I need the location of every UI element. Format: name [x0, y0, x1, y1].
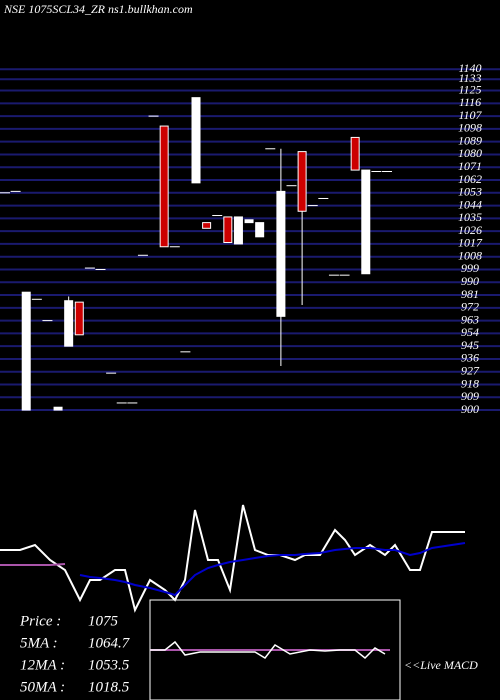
- candle-body: [233, 216, 243, 245]
- y-tick-label: 954: [461, 325, 479, 339]
- candle-body: [223, 216, 233, 244]
- y-tick-label: 1089: [458, 133, 482, 147]
- candle-body: [21, 291, 31, 411]
- candle-body: [361, 169, 371, 275]
- macd-label: <<Live MACD: [404, 658, 478, 672]
- y-tick-label: 972: [461, 300, 479, 314]
- y-tick-label: 1026: [458, 223, 482, 237]
- macd-line: [150, 640, 386, 660]
- y-tick-label: 900: [461, 402, 479, 416]
- candle-body: [202, 222, 212, 229]
- y-tick-label: 1116: [459, 95, 481, 109]
- y-tick-label: 990: [461, 274, 479, 288]
- y-tick-label: 1133: [458, 71, 481, 85]
- y-tick-label: 909: [461, 389, 479, 403]
- stat-value: 1064.7: [88, 635, 131, 651]
- y-tick-label: 981: [461, 287, 479, 301]
- y-tick-label: 1125: [458, 82, 481, 96]
- y-tick-label: 1098: [458, 121, 482, 135]
- y-tick-label: 918: [461, 376, 479, 390]
- y-tick-label: 936: [461, 351, 479, 365]
- candle-body: [53, 406, 63, 411]
- candle-body: [191, 97, 201, 184]
- y-tick-label: 1140: [458, 61, 481, 75]
- candle-body: [350, 136, 360, 171]
- y-tick-label: 1035: [458, 210, 482, 224]
- y-tick-label: 1107: [458, 108, 482, 122]
- y-tick-label: 1062: [458, 172, 482, 186]
- stat-label: 50MA :: [20, 679, 65, 695]
- stat-value: 1053.5: [88, 657, 130, 673]
- y-tick-label: 1008: [458, 248, 482, 262]
- candle-body: [64, 300, 74, 347]
- y-tick-label: 1053: [458, 185, 482, 199]
- y-tick-label: 945: [461, 338, 479, 352]
- stat-label: 12MA :: [20, 657, 65, 673]
- y-tick-label: 999: [461, 261, 479, 275]
- y-tick-label: 1017: [458, 236, 483, 250]
- stat-value: 1075: [88, 613, 119, 629]
- indicator-line: [0, 504, 465, 613]
- y-tick-label: 927: [461, 363, 480, 377]
- chart-title: NSE 1075SCL34_ZR ns1.bullkhan.com: [3, 2, 193, 16]
- y-tick-label: 1071: [458, 159, 482, 173]
- candle-body: [255, 222, 265, 238]
- stat-label: Price :: [19, 613, 61, 629]
- y-tick-label: 1044: [458, 197, 482, 211]
- y-tick-label: 1080: [458, 146, 482, 160]
- y-tick-label: 963: [461, 312, 479, 326]
- stat-label: 5MA :: [20, 635, 58, 651]
- stat-value: 1018.5: [88, 679, 130, 695]
- candle-body: [244, 219, 254, 224]
- candle-body: [276, 190, 286, 317]
- candle-body: [159, 125, 169, 248]
- candle-body: [297, 151, 307, 212]
- indicator-line: [0, 563, 66, 566]
- indicator-line: [79, 542, 466, 597]
- candle-body: [74, 301, 84, 336]
